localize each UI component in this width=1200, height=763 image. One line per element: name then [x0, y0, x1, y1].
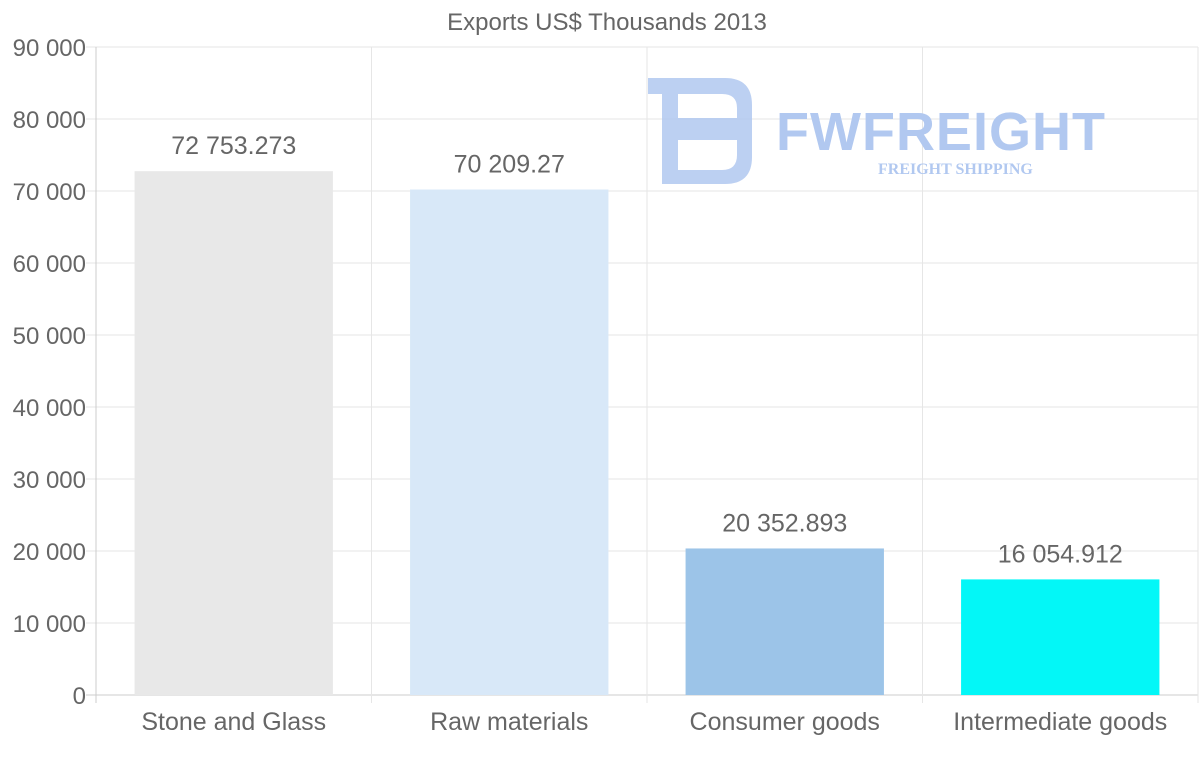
- x-tick-label: Intermediate goods: [953, 708, 1167, 736]
- x-tick-label: Raw materials: [430, 708, 588, 736]
- watermark-tagline: FREIGHT SHIPPING: [878, 161, 1033, 178]
- bars: [134, 171, 1160, 695]
- bar-value-label: 72 753.273: [171, 132, 296, 160]
- x-tick-label: Stone and Glass: [141, 708, 326, 736]
- data-labels: 72 753.273 70 209.27 20 352.893 16 054.912: [171, 132, 1123, 568]
- y-tick-label: 0: [73, 683, 86, 710]
- watermark: FWFREIGHT FREIGHT SHIPPING: [648, 78, 1106, 184]
- watermark-logo-icon: [648, 78, 752, 184]
- bar[interactable]: [410, 189, 609, 695]
- bar[interactable]: [134, 171, 333, 695]
- bar-value-label: 70 209.27: [454, 150, 565, 178]
- y-tick-label: 30 000: [13, 467, 86, 494]
- bar[interactable]: [685, 548, 884, 695]
- watermark-brand: FWFREIGHT: [776, 102, 1106, 162]
- x-tick-label: Consumer goods: [690, 708, 880, 736]
- bar-value-label: 20 352.893: [722, 509, 847, 537]
- y-tick-label: 90 000: [13, 35, 86, 62]
- bar[interactable]: [961, 579, 1160, 695]
- y-axis-ticks: 0 10 000 20 000 30 000 40 000 50 000 60 000 70 …: [13, 35, 86, 710]
- y-tick-label: 10 000: [13, 611, 86, 638]
- x-axis-ticks: Stone and Glass Raw materials Consumer goo…: [141, 708, 1167, 736]
- bar-value-label: 16 054.912: [998, 540, 1123, 568]
- y-tick-label: 70 000: [13, 179, 86, 206]
- y-tick-label: 50 000: [13, 323, 86, 350]
- y-tick-label: 60 000: [13, 251, 86, 278]
- y-tick-label: 80 000: [13, 107, 86, 134]
- y-tick-label: 40 000: [13, 395, 86, 422]
- chart-title: Exports US$ Thousands 2013: [447, 9, 767, 36]
- y-tick-label: 20 000: [13, 539, 86, 566]
